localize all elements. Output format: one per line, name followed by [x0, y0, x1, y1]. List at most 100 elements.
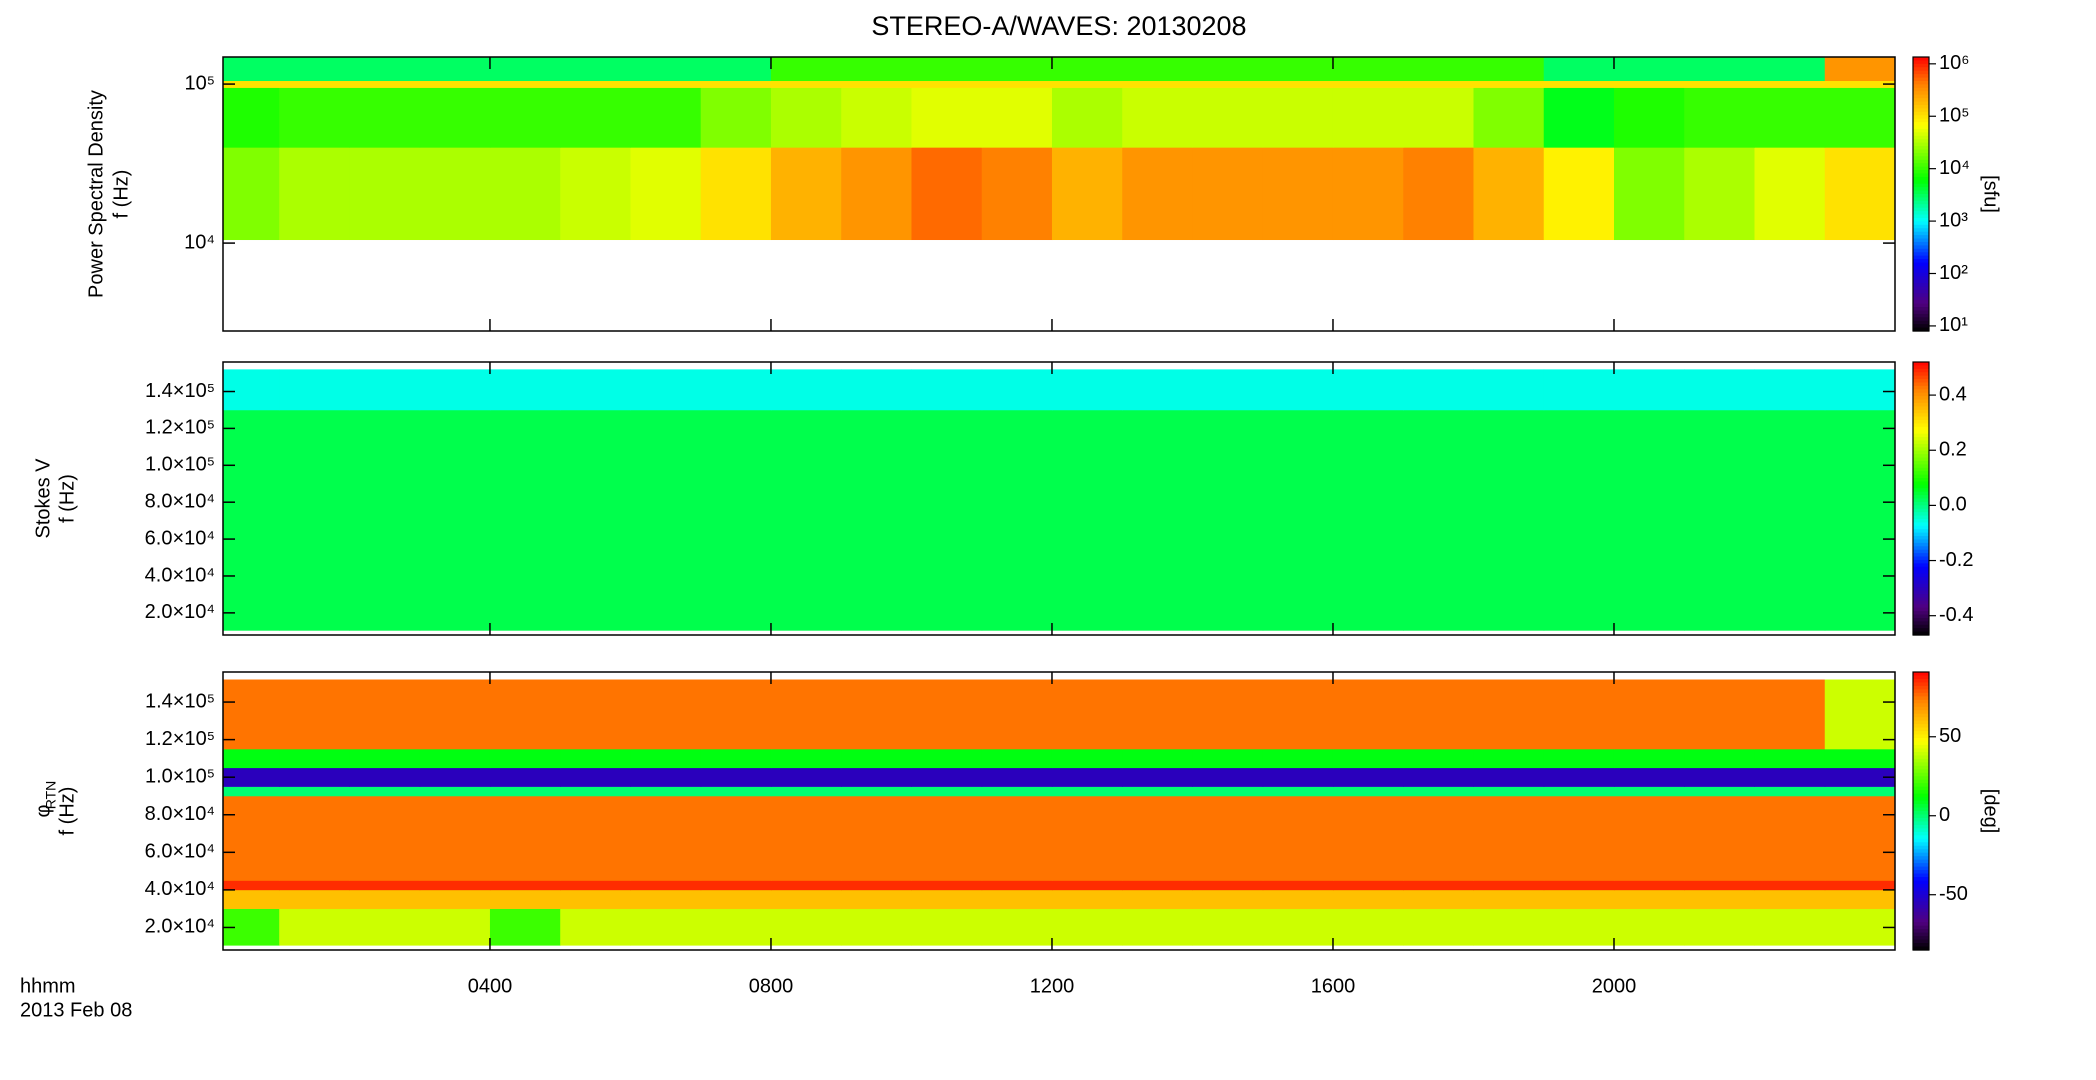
heatmap-cell [841, 749, 912, 769]
heatmap-cell [223, 679, 280, 750]
heatmap-cell [770, 80, 842, 88]
colorbar-segment [1913, 772, 1929, 777]
colorbar-segment [1913, 87, 1929, 92]
heatmap-cell [279, 57, 350, 82]
colorbar-segment [1913, 286, 1929, 291]
heatmap-cell [700, 87, 772, 148]
heatmap-cell [349, 87, 421, 148]
colorbar-frame [1912, 56, 1930, 332]
colorbar-segment [1913, 409, 1929, 414]
heatmap-cell [1262, 908, 1334, 946]
colorbar-segment [1913, 922, 1929, 927]
heatmap-cell [630, 87, 702, 148]
colorbar-segment [1913, 576, 1929, 581]
colorbar-segment [1913, 570, 1929, 575]
heatmap-cell [770, 749, 842, 769]
colorbar-tick-label: -0.4 [1939, 604, 1973, 626]
colorbar-segment [1913, 132, 1929, 137]
heatmap-cell [1262, 87, 1334, 148]
heatmap-cell [279, 786, 350, 797]
heatmap-cell [1684, 369, 1755, 411]
colorbar-segment [1913, 936, 1929, 941]
colorbar-tick-label: 10⁴ [1939, 157, 1970, 179]
heatmap-cell [911, 889, 983, 909]
y-axis-label: Stokes V [32, 458, 54, 539]
colorbar-segment [1913, 542, 1929, 547]
colorbar-segment [1913, 859, 1929, 864]
heatmap-cell [630, 908, 702, 946]
heatmap-cell [1473, 795, 1545, 881]
heatmap-cell [1332, 908, 1404, 946]
colorbar-segment [1913, 929, 1929, 934]
heatmap-cell [1473, 679, 1545, 750]
colorbar-segment [1913, 604, 1929, 609]
colorbar-segment [1913, 717, 1929, 722]
heatmap-cell [700, 749, 772, 769]
colorbar-segment [1913, 790, 1929, 795]
heatmap-cell [1754, 80, 1826, 88]
colorbar-segment [1913, 696, 1929, 701]
heatmap-cell [223, 880, 280, 891]
heatmap-cell [349, 147, 421, 241]
heatmap-cell [1613, 786, 1685, 797]
heatmap-cell [1332, 767, 1404, 787]
colorbar-segment [1913, 828, 1929, 833]
colorbar-segment [1913, 84, 1929, 89]
date-label: 2013 Feb 08 [20, 999, 132, 1021]
heatmap-cell [841, 679, 912, 750]
heatmap-cell [349, 57, 421, 82]
colorbar-label: [sfu] [1980, 175, 2002, 213]
heatmap-cell [1403, 786, 1474, 797]
colorbar-segment [1913, 512, 1929, 517]
heatmap-cell [1403, 889, 1474, 909]
colorbar-segment [1913, 710, 1929, 715]
colorbar-segment [1913, 279, 1929, 284]
colorbar-segment [1913, 590, 1929, 595]
heatmap-cell [279, 749, 350, 769]
y-axis-label: f (Hz) [110, 170, 132, 219]
colorbar-segment [1913, 283, 1929, 288]
y-tick-label: 8.0×10⁴ [145, 803, 215, 825]
colorbar-segment [1913, 866, 1929, 871]
colorbar-segment [1913, 890, 1929, 895]
colorbar-segment [1913, 362, 1929, 367]
colorbar-segment [1913, 135, 1929, 140]
heatmap-cell [630, 409, 702, 631]
heatmap-cell [1684, 87, 1755, 148]
heatmap-cell [1754, 409, 1826, 631]
colorbar-segment [1913, 289, 1929, 294]
heatmap-cell [630, 147, 702, 241]
heatmap-cell [1754, 87, 1826, 148]
heatmap-cell [1613, 147, 1685, 241]
colorbar-segment [1913, 901, 1929, 906]
colorbar-segment [1913, 587, 1929, 592]
heatmap-cell [700, 147, 772, 241]
colorbar-segment [1913, 699, 1929, 704]
y-axis-label: φ [32, 804, 54, 817]
colorbar-segment [1913, 566, 1929, 571]
colorbar-segment [1913, 877, 1929, 882]
heatmap-cell [1543, 87, 1615, 148]
colorbar-segment [1913, 692, 1929, 697]
colorbar-segment [1913, 873, 1929, 878]
colorbar-segment [1913, 532, 1929, 537]
colorbar-segment [1913, 821, 1929, 826]
heatmap-cell [349, 409, 421, 631]
colorbar-segment [1913, 783, 1929, 788]
y-axis-label: f (Hz) [56, 787, 78, 836]
y-tick-label: 2.0×10⁴ [145, 916, 215, 938]
colorbar-segment [1913, 327, 1929, 332]
colorbar-segment [1913, 296, 1929, 301]
heatmap-cell [419, 880, 491, 891]
heatmap-cell [841, 87, 912, 148]
heatmap-cell [1613, 880, 1685, 891]
colorbar-segment [1913, 60, 1929, 65]
heatmap-cell [1403, 908, 1474, 946]
colorbar-segment [1913, 863, 1929, 868]
colorbar-segment [1913, 797, 1929, 802]
colorbar-segment [1913, 522, 1929, 527]
colorbar-segment [1913, 597, 1929, 602]
heatmap-cell [489, 57, 561, 82]
colorbar-segment [1913, 553, 1929, 558]
colorbar-segment [1913, 744, 1929, 750]
